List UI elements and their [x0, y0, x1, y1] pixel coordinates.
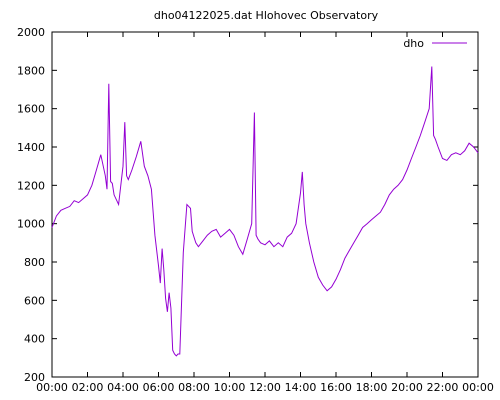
- x-tick-label: 02:00: [72, 381, 104, 394]
- y-tick-label: 1200: [17, 179, 45, 192]
- y-tick-label: 600: [24, 294, 45, 307]
- y-tick-label: 200: [24, 371, 45, 384]
- x-axis: 00:00 02:00 04:00 06:00 08:00 10:00 12:00 14:00…: [36, 32, 494, 394]
- x-tick-label: 14:00: [285, 381, 317, 394]
- plot-frame: [51, 31, 479, 378]
- y-tick-label: 2000: [17, 26, 45, 39]
- y-tick-label: 1800: [17, 64, 45, 77]
- x-tick-label: 08:00: [178, 381, 210, 394]
- x-tick-label: 18:00: [356, 381, 388, 394]
- x-tick-label: 10:00: [214, 381, 246, 394]
- x-tick-label: 00:00: [36, 381, 68, 394]
- x-tick-label: 22:00: [427, 381, 459, 394]
- y-tick-label: 1400: [17, 141, 45, 154]
- y-tick-label: 1000: [17, 218, 45, 231]
- x-tick-label: 16:00: [320, 381, 352, 394]
- legend-label-dho: dho: [403, 37, 424, 50]
- chart-title: dho04122025.dat Hlohovec Observatory: [154, 9, 379, 22]
- y-tick-label: 1600: [17, 103, 45, 116]
- x-tick-label: 06:00: [143, 381, 175, 394]
- legend: dho: [403, 37, 467, 50]
- y-tick-label: 400: [24, 333, 45, 346]
- series-line-dho: [51, 66, 479, 357]
- x-tick-label: 00:00: [462, 381, 494, 394]
- x-tick-label: 20:00: [391, 381, 423, 394]
- y-tick-label: 800: [24, 256, 45, 269]
- x-tick-label: 04:00: [107, 381, 139, 394]
- x-tick-label: 12:00: [249, 381, 281, 394]
- y-axis: 200 400 600 800 1000 1200 1400 1600 1800 2000: [17, 26, 478, 384]
